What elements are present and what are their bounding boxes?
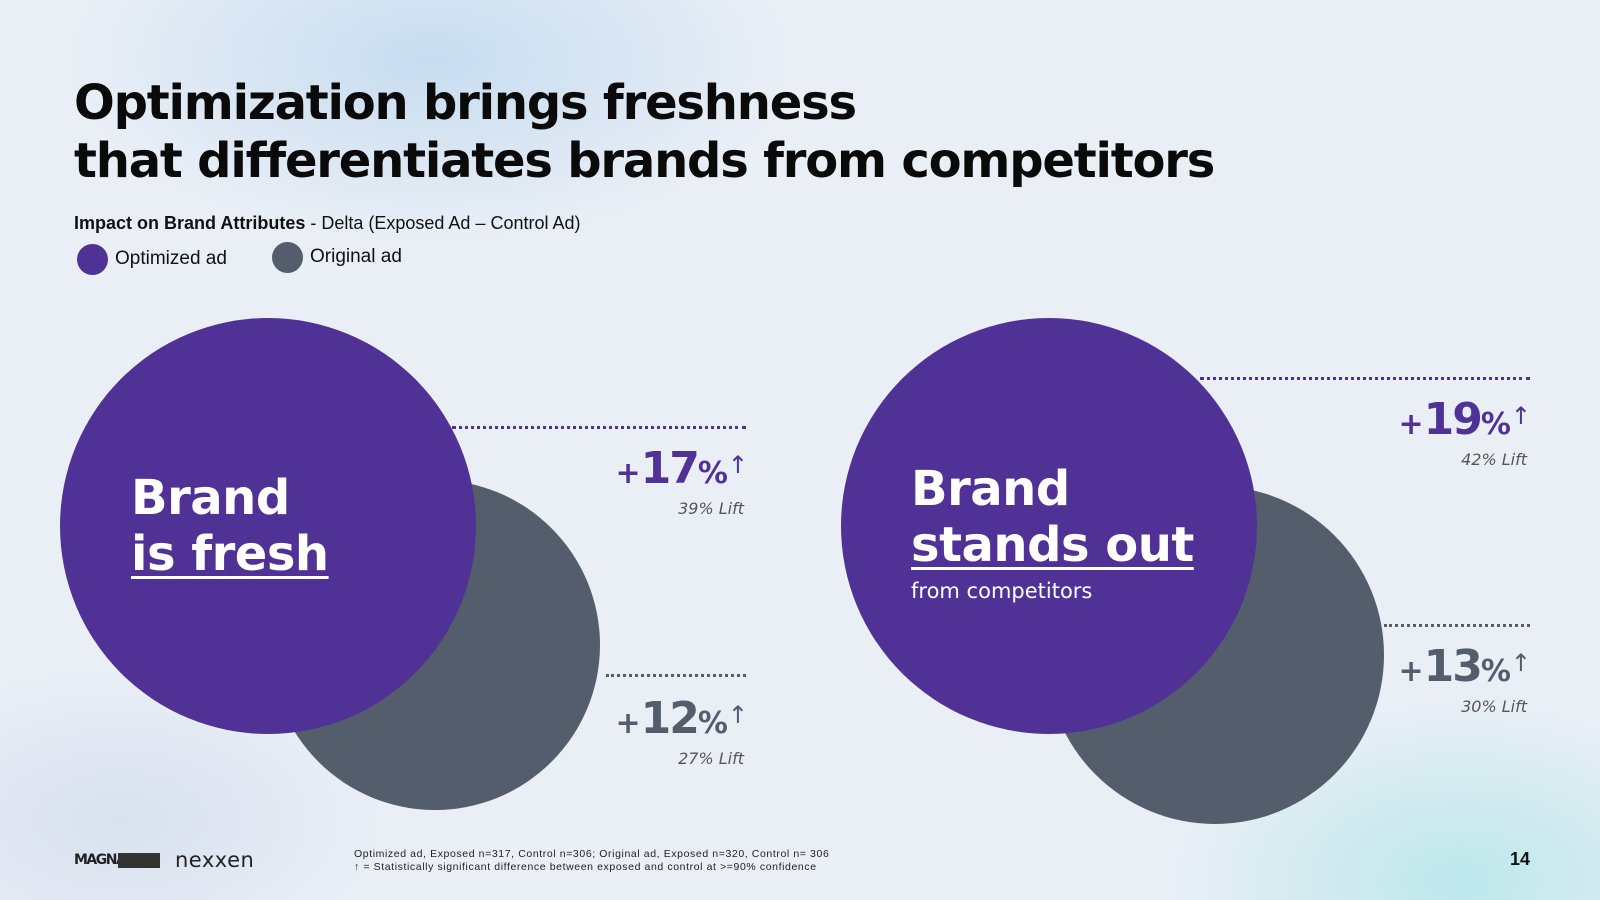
value-original-stands-out: +13%↑ 30% Lift (1398, 645, 1531, 717)
bubble-label-stands-out: Brand stands out from competitors (911, 461, 1194, 603)
subtitle-bold: Impact on Brand Attributes (74, 213, 306, 233)
value-optimized-stands-out: +19%↑ 42% Lift (1398, 398, 1531, 470)
leader-line-original-stands-out (1384, 624, 1530, 627)
value-prefix: + (615, 456, 641, 491)
value-suffix: % (1480, 407, 1511, 442)
lift-label: 30% Lift (1461, 697, 1527, 716)
value-number: 13 (1423, 641, 1483, 692)
bubble-optimized-stands-out (841, 318, 1257, 734)
magna-logo: MAGNA (74, 852, 127, 868)
value-suffix: % (1480, 654, 1511, 689)
value-suffix: % (697, 456, 728, 491)
bubble-label-line-2: stands out (911, 517, 1194, 573)
significance-arrow-icon: ↑ (727, 701, 748, 729)
bubble-optimized-fresh (60, 318, 476, 734)
value-suffix: % (697, 706, 728, 741)
bubble-label-line-2: is fresh (131, 526, 329, 582)
lift-label: 39% Lift (678, 499, 744, 518)
legend-swatch-original (272, 242, 303, 273)
page-number: 14 (1509, 849, 1530, 869)
chart-subtitle: Impact on Brand Attributes - Delta (Expo… (74, 213, 581, 234)
subtitle-rest: - Delta (Exposed Ad – Control Ad) (305, 213, 581, 233)
footnote-line-1: Optimized ad, Exposed n=317, Control n=3… (354, 848, 830, 860)
footnote-line-2: ↑ = Statistically significant difference… (354, 861, 817, 873)
value-prefix: + (615, 706, 641, 741)
value-optimized-fresh: +17%↑ 39% Lift (615, 447, 748, 519)
value-number: 12 (640, 693, 700, 744)
footnote: Optimized ad, Exposed n=317, Control n=3… (354, 848, 829, 874)
lift-label: 27% Lift (678, 749, 744, 768)
lift-label: 42% Lift (1461, 450, 1527, 469)
bubble-label-fresh: Brand is fresh (131, 470, 329, 582)
magna-logo-box (118, 853, 160, 868)
significance-arrow-icon: ↑ (1510, 402, 1531, 430)
bubble-label-line-1: Brand (911, 461, 1070, 517)
legend-label-original: Original ad (310, 246, 402, 267)
leader-line-original-fresh (606, 674, 746, 677)
title-line-2: that differentiates brands from competit… (74, 133, 1215, 189)
title-line-1: Optimization brings freshness (74, 75, 857, 131)
legend-swatch-optimized (77, 244, 108, 275)
leader-line-optimized-fresh (452, 426, 746, 429)
value-prefix: + (1398, 654, 1424, 689)
value-original-fresh: +12%↑ 27% Lift (615, 697, 748, 769)
page-title: Optimization brings freshness that diffe… (74, 74, 1215, 190)
value-number: 19 (1423, 394, 1483, 445)
significance-arrow-icon: ↑ (727, 451, 748, 479)
leader-line-optimized-stands-out (1200, 377, 1530, 380)
legend-label-optimized: Optimized ad (115, 248, 227, 269)
bubble-label-line-1: Brand (131, 470, 290, 526)
value-prefix: + (1398, 407, 1424, 442)
bubble-label-line-3: from competitors (911, 579, 1093, 603)
significance-arrow-icon: ↑ (1510, 649, 1531, 677)
value-number: 17 (640, 443, 700, 494)
nexxen-logo: nexxen (175, 848, 255, 872)
